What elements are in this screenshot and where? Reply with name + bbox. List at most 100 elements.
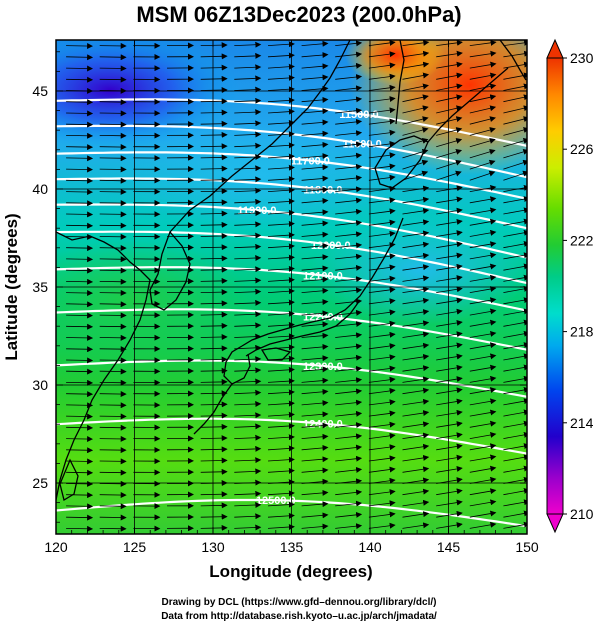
wind-arrow	[402, 252, 430, 260]
wind-arrow	[66, 110, 94, 117]
wind-arrow	[66, 514, 94, 521]
wind-arrow	[436, 522, 463, 529]
wind-arrow	[335, 231, 363, 238]
wind-arrow	[301, 422, 329, 429]
wind-arrow	[267, 232, 295, 239]
wind-arrow	[267, 265, 295, 272]
wind-arrow	[368, 40, 396, 46]
wind-arrow	[200, 300, 228, 307]
cyan-region-east	[310, 215, 527, 325]
x-tick-labels: 120 125 130 135 140 145 150	[44, 539, 539, 555]
wind-arrow	[301, 108, 329, 115]
wind-arrow	[503, 465, 527, 473]
wind-arrow	[234, 299, 262, 306]
wind-arrow	[436, 353, 463, 361]
wind-arrow	[200, 233, 228, 240]
wind-arrow	[200, 401, 228, 408]
wind-arrow	[200, 42, 228, 49]
wind-arrow	[200, 131, 228, 138]
wind-arrow	[66, 54, 94, 61]
wind-arrow	[200, 87, 228, 94]
wind-arrow	[301, 377, 329, 384]
coast-kamchatka	[499, 40, 527, 81]
contour-label-1: 11600.0	[343, 139, 382, 151]
wind-arrow	[267, 310, 295, 317]
wind-arrow	[402, 365, 430, 372]
wind-arrow	[503, 387, 527, 395]
wind-arrow	[469, 170, 496, 181]
wind-arrow	[469, 94, 497, 103]
wind-arrow	[66, 469, 94, 476]
y-tick-label-30: 30	[32, 377, 48, 393]
wind-arrow	[66, 132, 94, 139]
wind-arrow	[402, 286, 430, 293]
wind-arrow	[99, 301, 127, 308]
wind-arrow	[301, 220, 329, 227]
wind-arrow	[368, 331, 396, 338]
wind-arrow	[503, 196, 527, 204]
colorbar: 210 214 218 222 226 230	[546, 38, 594, 534]
wind-arrow	[234, 333, 262, 340]
wind-arrow	[301, 40, 329, 47]
wind-arrow	[335, 287, 363, 294]
wind-arrow	[368, 118, 396, 125]
credit-drawing: Drawing by DCL (https://www.gfd–dennou.o…	[161, 597, 436, 608]
wind-arrow	[200, 188, 228, 195]
wind-arrow	[267, 153, 295, 160]
wind-arrow	[66, 76, 94, 83]
wind-arrow	[301, 512, 329, 519]
wind-arrow	[267, 490, 295, 497]
wind-arrow	[66, 447, 94, 454]
wind-arrow	[234, 198, 262, 205]
wind-arrow	[469, 159, 496, 170]
wind-arrow	[301, 388, 329, 395]
wind-arrow	[301, 366, 329, 373]
wind-arrow	[402, 170, 429, 181]
wind-arrow	[335, 107, 363, 114]
wind-arrow	[335, 298, 363, 305]
wind-arrow	[503, 510, 527, 518]
wind-arrow	[503, 116, 527, 125]
wind-arrow	[436, 331, 463, 338]
wind-arrow	[402, 241, 430, 249]
wind-arrow	[200, 468, 228, 475]
contour-label-4: 11900.0	[237, 205, 276, 217]
wind-arrow	[436, 241, 463, 249]
wind-arrow	[402, 342, 430, 350]
wind-arrow	[335, 152, 363, 159]
wind-arrow	[66, 379, 94, 386]
wind-arrow	[402, 116, 429, 125]
wind-arrow	[66, 424, 94, 431]
coast-mainland-north	[169, 40, 351, 233]
wind-arrow	[402, 376, 430, 383]
wind-arrow	[267, 400, 295, 407]
wind-arrow	[301, 231, 329, 238]
wind-arrow	[402, 50, 430, 58]
wind-arrow	[267, 243, 295, 250]
wind-arrow	[234, 401, 262, 408]
wind-arrow	[234, 131, 262, 138]
wind-arrow	[469, 218, 497, 226]
colorbar-tick-label-218: 218	[570, 324, 594, 340]
wind-arrow	[469, 116, 496, 125]
wind-arrow	[66, 312, 94, 319]
wind-arrow	[469, 105, 497, 114]
wind-arrow	[234, 86, 262, 93]
wind-arrow	[469, 364, 497, 372]
wind-arrow	[368, 242, 396, 249]
wind-arrow	[267, 355, 295, 362]
wind-arrow	[469, 330, 497, 338]
wind-arrow	[200, 53, 228, 60]
wind-arrow	[301, 411, 329, 418]
colorbar-tick-label-226: 226	[570, 141, 594, 157]
wind-arrow	[66, 458, 94, 465]
wind-arrow	[301, 321, 329, 328]
wind-arrow	[234, 64, 262, 71]
wind-arrow	[301, 186, 329, 193]
wind-arrow	[368, 320, 396, 327]
contour-label-5: 12000.0	[311, 240, 351, 252]
wind-arrow	[66, 121, 94, 128]
wind-arrow	[301, 287, 329, 294]
wind-arrow	[301, 52, 329, 59]
wind-arrow	[368, 455, 396, 462]
